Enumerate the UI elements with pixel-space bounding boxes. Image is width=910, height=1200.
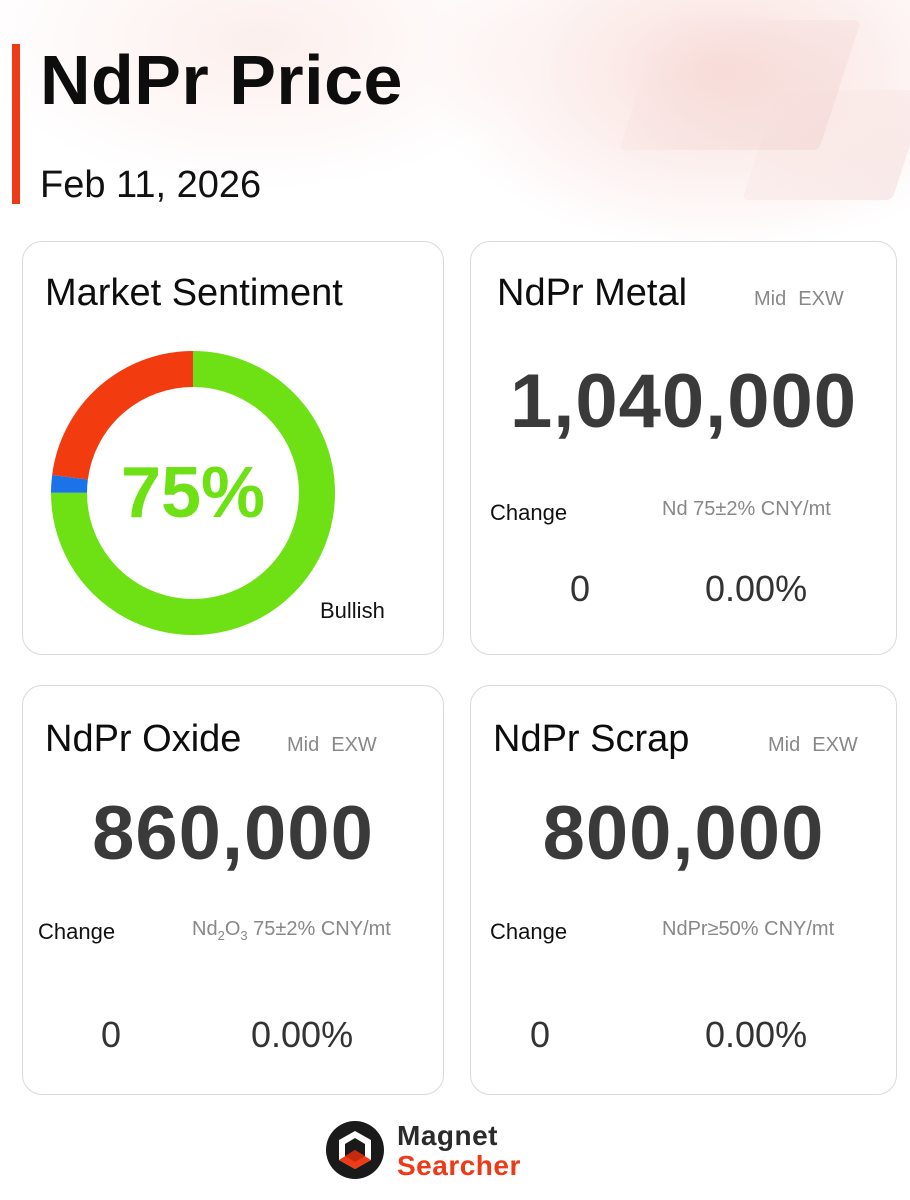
change-percent: 0.00% — [705, 568, 808, 609]
product-spec: Nd2O3 75±2% CNY/mt — [192, 918, 391, 943]
title-accent-bar — [12, 44, 20, 204]
ndpr-scrap-card: NdPr Scrap Mid EXW 800,000 Change NdPr≥50… — [470, 685, 897, 1095]
change-absolute: 0 — [530, 1014, 551, 1055]
tag-exw: EXW — [331, 734, 377, 756]
sentiment-title: Market Sentiment — [45, 272, 343, 314]
ndpr-metal-card: NdPr Metal Mid EXW 1,040,000 Change Nd 75… — [470, 241, 897, 655]
tag-mid: Mid — [287, 734, 320, 756]
card-title: NdPr Scrap — [493, 718, 690, 760]
tag-mid: Mid — [768, 734, 801, 756]
sentiment-label: Bullish — [320, 598, 385, 623]
change-percent: 0.00% — [251, 1014, 354, 1055]
price-basis-tag: Mid EXW — [287, 734, 377, 757]
change-absolute: 0 — [570, 568, 591, 609]
donut-slice-2 — [51, 351, 335, 635]
product-spec: NdPr≥50% CNY/mt — [662, 918, 835, 940]
brand-name-line2: Searcher — [397, 1150, 521, 1181]
price-value: 1,040,000 — [509, 359, 858, 444]
sentiment-donut-chart — [51, 351, 335, 635]
change-absolute: 0 — [101, 1014, 122, 1055]
page-title: NdPr Price — [40, 41, 403, 119]
ndpr-oxide-card: NdPr Oxide Mid EXW 860,000 Change Nd2O3 7… — [22, 685, 444, 1095]
price-basis-tag: Mid EXW — [768, 734, 858, 757]
price-value: 860,000 — [92, 791, 374, 876]
price-basis-tag: Mid EXW — [754, 288, 844, 311]
price-value: 800,000 — [542, 791, 825, 876]
sentiment-percent: 75% — [120, 453, 266, 533]
tag-mid: Mid — [754, 288, 787, 310]
card-title: NdPr Oxide — [45, 718, 242, 760]
page-date: Feb 11, 2026 — [40, 164, 262, 206]
tag-exw: EXW — [798, 288, 844, 310]
product-spec: Nd 75±2% CNY/mt — [662, 498, 831, 520]
tag-exw: EXW — [812, 734, 858, 756]
change-label: Change — [38, 919, 116, 944]
change-percent: 0.00% — [705, 1014, 808, 1055]
change-label: Change — [490, 919, 568, 944]
magnet-searcher-logo-icon — [326, 1121, 384, 1179]
brand-name-line1: Magnet — [397, 1120, 498, 1151]
card-title: NdPr Metal — [497, 272, 688, 314]
change-label: Change — [490, 500, 568, 525]
